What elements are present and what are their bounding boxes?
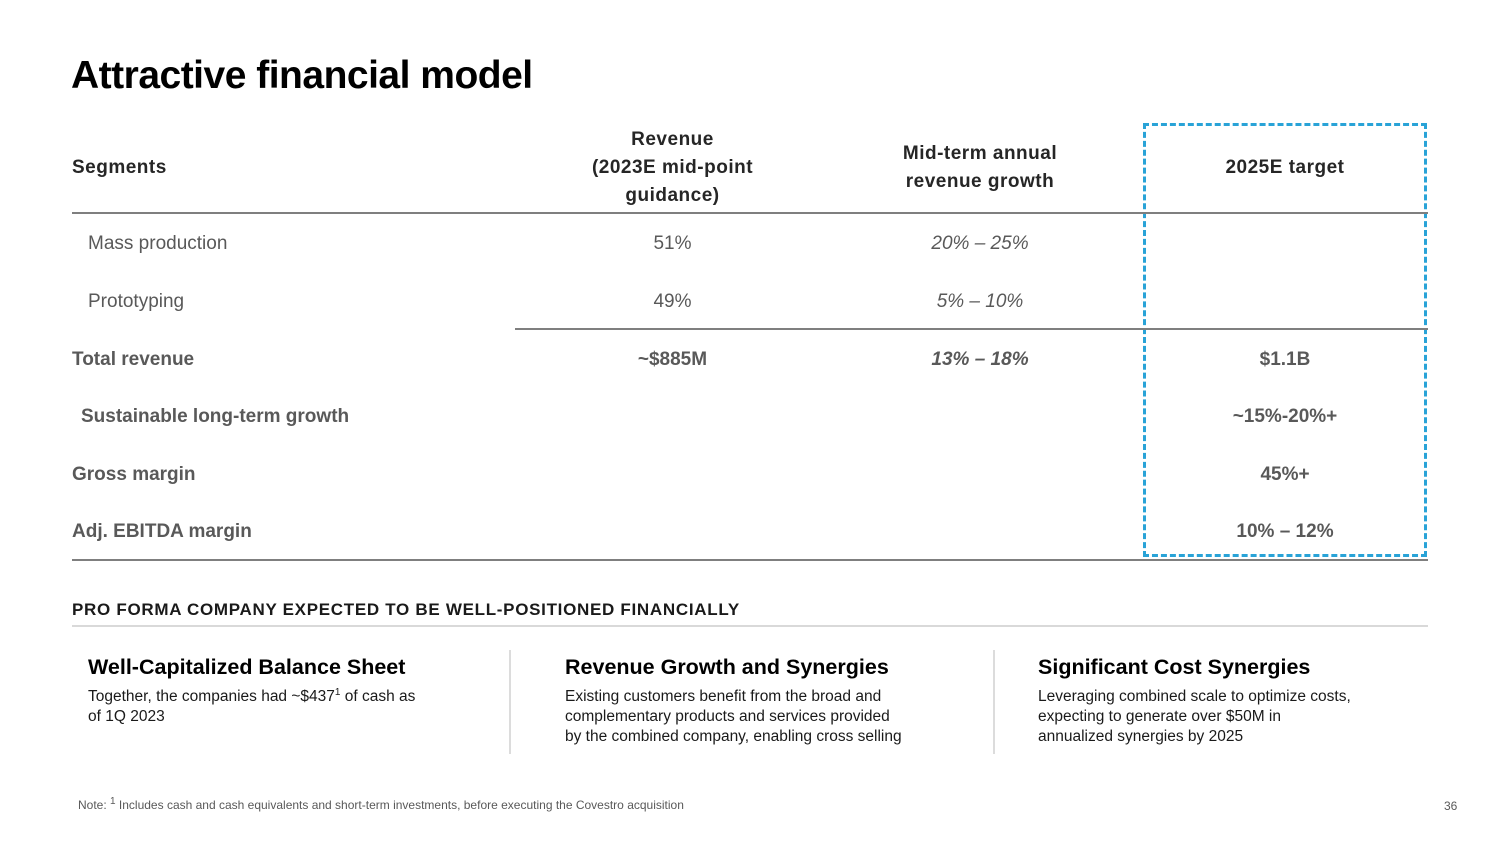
target-column-highlight-box [1143, 123, 1427, 557]
column-header-revenue: Revenue (2023E mid-point guidance) [591, 129, 754, 206]
column-header-2025-target: 2025E target [1225, 157, 1345, 178]
card-well-capitalized-balance-sheet: Well-Capitalized Balance Sheet Together,… [88, 654, 490, 727]
table-subtotal-rule [515, 328, 1428, 330]
row-label-mass-production: Mass production [88, 233, 228, 254]
row-label-adj-ebitda-margin: Adj. EBITDA margin [72, 521, 252, 542]
row-label-total-revenue: Total revenue [72, 349, 195, 370]
card-title: Revenue Growth and Synergies [565, 655, 889, 679]
section-heading-rule [72, 625, 1428, 627]
footnote-text: Note: [78, 798, 111, 812]
column-header-segments: Segments [72, 157, 167, 178]
row-label-prototyping: Prototyping [88, 291, 185, 312]
card-body-text: Together, the companies had ~$437 [88, 688, 335, 705]
card-title: Significant Cost Synergies [1038, 655, 1311, 679]
cell-mass-production-revenue: 51% [653, 233, 692, 254]
footnote-marker: 1 [334, 686, 341, 698]
table-header-rule [72, 212, 1428, 214]
cell-prototyping-revenue: 49% [653, 291, 692, 312]
footnote-marker: 1 [110, 796, 116, 807]
cell-total-revenue-target: $1.1B [1259, 349, 1311, 370]
card-body: Together, the companies had ~$4371 of ca… [88, 687, 490, 727]
slide-title: Attractive financial model [71, 54, 533, 97]
footnote: Note: 1 Includes cash and cash equivalen… [78, 796, 684, 813]
card-body-text: of cash as of 1Q 2023 [88, 688, 416, 725]
cell-adj-ebitda-margin-target: 10% – 12% [1236, 521, 1334, 542]
card-divider [993, 650, 995, 754]
cell-total-revenue-growth: 13% – 18% [931, 349, 1029, 370]
card-body: Leveraging combined scale to optimize co… [1038, 688, 1351, 745]
cell-sustainable-growth-target: ~15%-20%+ [1232, 406, 1338, 427]
cell-prototyping-growth: 5% – 10% [936, 291, 1024, 312]
card-divider [509, 650, 511, 754]
row-label-gross-margin: Gross margin [72, 464, 196, 485]
footnote-text: Includes cash and cash equivalents and s… [115, 798, 684, 812]
row-label-sustainable-growth: Sustainable long-term growth [81, 406, 350, 427]
column-header-growth: Mid-term annual revenue growth [902, 143, 1058, 192]
card-body: Existing customers benefit from the broa… [565, 688, 902, 745]
card-revenue-growth-synergies: Revenue Growth and Synergies Existing cu… [565, 654, 987, 747]
cell-gross-margin-target: 45%+ [1260, 464, 1310, 485]
cell-mass-production-growth: 20% – 25% [931, 233, 1029, 254]
cell-total-revenue-revenue: ~$885M [637, 349, 708, 370]
section-heading-pro-forma: PRO FORMA COMPANY EXPECTED TO BE WELL-PO… [72, 600, 740, 619]
card-title: Well-Capitalized Balance Sheet [88, 655, 406, 679]
page-number: 36 [1444, 799, 1458, 813]
table-bottom-rule [72, 559, 1428, 561]
card-significant-cost-synergies: Significant Cost Synergies Leveraging co… [1038, 654, 1450, 747]
